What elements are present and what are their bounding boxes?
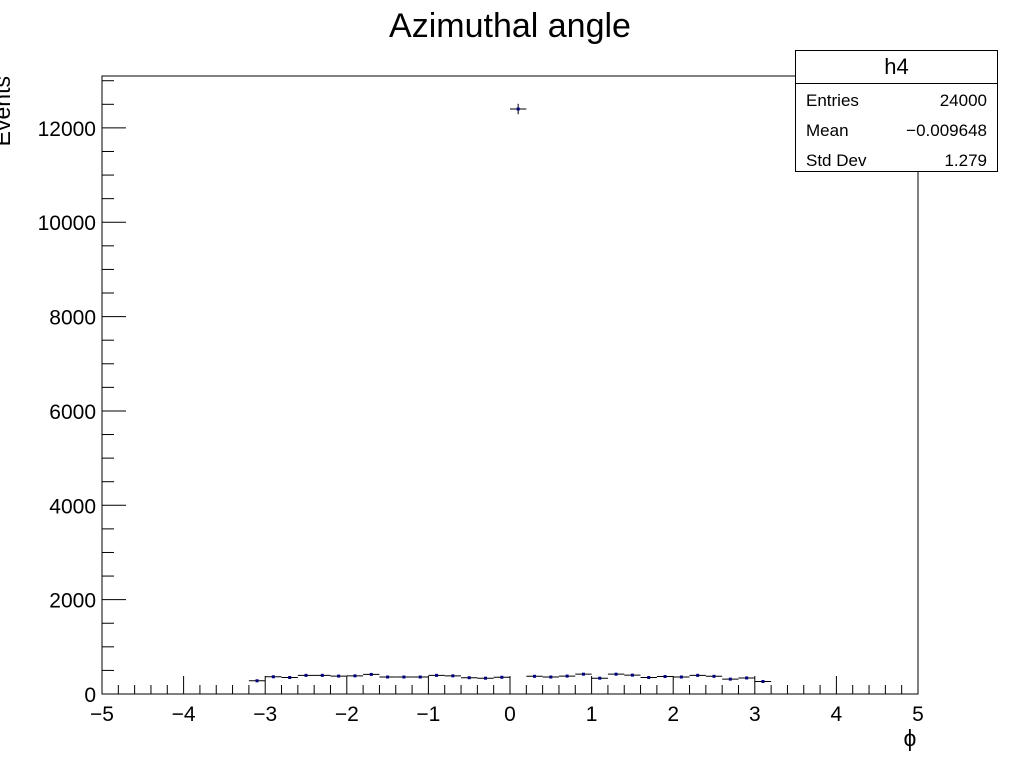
stats-label: Mean bbox=[806, 121, 849, 140]
bin-marker bbox=[451, 674, 455, 678]
stats-value: 1.279 bbox=[944, 151, 987, 170]
bin-marker bbox=[386, 675, 390, 679]
bin-marker bbox=[402, 675, 406, 679]
bin-marker bbox=[435, 673, 439, 677]
y-tick-label: 12000 bbox=[38, 118, 96, 141]
x-tick-label: 1 bbox=[586, 703, 598, 726]
bin-marker bbox=[565, 674, 569, 678]
histogram-bin bbox=[493, 675, 510, 679]
histogram-bin bbox=[673, 675, 690, 679]
histogram-bin bbox=[640, 675, 657, 679]
stats-label: Entries bbox=[806, 91, 859, 110]
histogram-bin bbox=[314, 673, 331, 677]
stats-title: h4 bbox=[796, 51, 997, 84]
histogram-bin bbox=[558, 674, 576, 678]
histogram-bin bbox=[607, 672, 625, 676]
histogram-bin bbox=[281, 675, 298, 679]
bin-marker bbox=[728, 677, 732, 681]
histogram-bin bbox=[248, 679, 266, 683]
histogram-bin bbox=[656, 675, 674, 679]
bin-marker bbox=[532, 674, 536, 678]
histogram-bin bbox=[461, 676, 478, 680]
histogram-bin bbox=[477, 676, 494, 680]
histogram-bin bbox=[412, 675, 429, 679]
bin-marker bbox=[516, 107, 520, 111]
bin-marker bbox=[745, 676, 749, 680]
bin-marker bbox=[581, 672, 585, 676]
histogram-bin bbox=[705, 674, 723, 678]
stats-label: Std Dev bbox=[806, 151, 867, 170]
y-tick-label: 2000 bbox=[49, 590, 96, 613]
y-tick-label: 0 bbox=[84, 684, 96, 707]
histogram-bin bbox=[689, 673, 706, 677]
histogram-bin bbox=[265, 675, 282, 679]
histogram-bin bbox=[526, 674, 543, 678]
histogram-bin bbox=[330, 674, 347, 678]
stats-box: h4 Entries 24000 Mean −0.009648 Std Dev … bbox=[795, 50, 998, 172]
bin-marker bbox=[549, 675, 553, 679]
bin-marker bbox=[500, 675, 504, 679]
bin-marker bbox=[271, 675, 275, 679]
histogram-bin bbox=[542, 675, 559, 679]
bin-marker bbox=[663, 675, 667, 679]
stats-row-std-dev: Std Dev 1.279 bbox=[796, 146, 997, 176]
y-tick-label: 4000 bbox=[49, 495, 96, 518]
histogram-bin bbox=[444, 674, 462, 678]
x-tick-label: 0 bbox=[504, 703, 516, 726]
bin-marker bbox=[418, 675, 422, 679]
x-axis-title: ϕ bbox=[904, 725, 917, 751]
y-tick-label: 8000 bbox=[49, 307, 96, 330]
histogram-bin bbox=[346, 674, 364, 678]
bin-marker bbox=[647, 675, 651, 679]
bin-marker bbox=[369, 672, 373, 676]
stats-row-mean: Mean −0.009648 bbox=[796, 116, 997, 146]
x-tick-label: −4 bbox=[172, 703, 196, 726]
x-tick-label: −2 bbox=[335, 703, 359, 726]
y-tick-label: 6000 bbox=[49, 401, 96, 424]
histogram-bin bbox=[575, 672, 592, 676]
x-tick-label: 4 bbox=[831, 703, 843, 726]
bin-marker bbox=[761, 679, 765, 683]
histogram-bin bbox=[591, 676, 608, 680]
histogram-bin bbox=[395, 675, 413, 679]
histogram-bin bbox=[428, 673, 445, 677]
y-tick-label: 10000 bbox=[38, 212, 96, 235]
bin-marker bbox=[679, 675, 683, 679]
bin-marker bbox=[288, 675, 292, 679]
histogram-bin bbox=[738, 676, 755, 680]
bin-marker bbox=[255, 679, 259, 683]
chart-title: Azimuthal angle bbox=[389, 7, 631, 45]
stats-value: 24000 bbox=[939, 91, 987, 110]
bin-marker bbox=[630, 673, 634, 677]
bin-marker bbox=[320, 673, 324, 677]
bin-marker bbox=[304, 673, 308, 677]
stats-value: −0.009648 bbox=[906, 121, 987, 140]
histogram-bin bbox=[363, 672, 380, 676]
bin-marker bbox=[712, 674, 716, 678]
bin-marker bbox=[598, 676, 602, 680]
bin-marker bbox=[484, 676, 488, 680]
bin-marker bbox=[696, 673, 700, 677]
histogram-bin bbox=[510, 103, 527, 115]
stats-row-entries: Entries 24000 bbox=[796, 86, 997, 116]
x-tick-label: −5 bbox=[90, 703, 114, 726]
y-axis-title: Events bbox=[0, 76, 15, 146]
histogram-bin bbox=[624, 673, 641, 677]
bin-marker bbox=[337, 674, 341, 678]
bin-marker bbox=[614, 672, 618, 676]
bin-marker bbox=[467, 676, 471, 680]
histogram-bin bbox=[297, 673, 315, 677]
histogram-bin bbox=[754, 679, 772, 683]
x-tick-label: 5 bbox=[912, 703, 924, 726]
x-tick-label: −3 bbox=[253, 703, 277, 726]
histogram-bin bbox=[722, 677, 739, 681]
x-tick-label: −1 bbox=[416, 703, 440, 726]
x-tick-label: 3 bbox=[749, 703, 761, 726]
histogram-bin bbox=[379, 675, 396, 679]
bin-marker bbox=[353, 674, 357, 678]
x-tick-label: 2 bbox=[667, 703, 679, 726]
